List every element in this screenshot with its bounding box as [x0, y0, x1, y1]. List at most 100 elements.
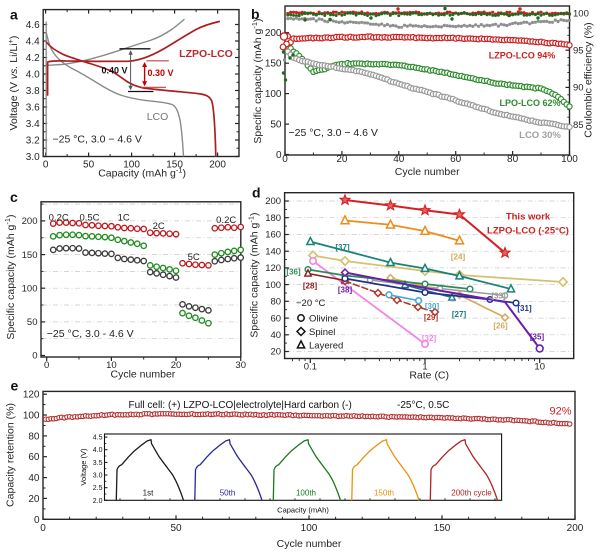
svg-text:200: 200	[265, 28, 282, 39]
svg-text:LZPO-LCO (-25°C): LZPO-LCO (-25°C)	[487, 226, 569, 237]
svg-text:0: 0	[40, 523, 46, 534]
svg-text:3.0: 3.0	[26, 152, 40, 163]
svg-text:4.2: 4.2	[26, 53, 40, 64]
svg-text:140: 140	[265, 246, 281, 257]
svg-text:[24]: [24]	[451, 253, 466, 262]
svg-text:0.30 V: 0.30 V	[148, 68, 174, 78]
svg-text:d: d	[252, 185, 261, 201]
svg-text:[26]: [26]	[493, 322, 508, 331]
svg-text:−25 °C, 3.0 − 4.6 V: −25 °C, 3.0 − 4.6 V	[289, 127, 378, 139]
svg-text:−25 °C, 3.0 - 4.6 V: −25 °C, 3.0 - 4.6 V	[47, 328, 134, 340]
svg-text:[35]: [35]	[530, 333, 545, 342]
svg-text:LPO-LCO 62%: LPO-LCO 62%	[499, 98, 560, 108]
svg-text:This work: This work	[506, 212, 551, 223]
svg-text:50: 50	[27, 317, 38, 328]
svg-text:0: 0	[276, 150, 282, 161]
svg-text:150: 150	[434, 523, 451, 534]
svg-text:[29]: [29]	[424, 313, 439, 322]
svg-text:100: 100	[265, 89, 282, 100]
svg-text:0: 0	[32, 351, 37, 362]
svg-text:[32]: [32]	[422, 334, 437, 343]
svg-text:100: 100	[301, 523, 318, 534]
svg-text:40: 40	[271, 330, 282, 341]
svg-text:60: 60	[450, 154, 462, 165]
svg-text:4.6: 4.6	[26, 20, 40, 31]
svg-text:Spinel: Spinel	[309, 327, 335, 338]
svg-text:−25 °C, 3.0 − 4.6 V: −25 °C, 3.0 − 4.6 V	[53, 134, 142, 146]
svg-text:200: 200	[22, 216, 38, 227]
svg-text:120: 120	[265, 263, 281, 274]
svg-text:3.0: 3.0	[93, 473, 103, 480]
svg-text:Capacity (mAh): Capacity (mAh)	[277, 506, 329, 515]
svg-text:LCO: LCO	[147, 111, 169, 123]
svg-text:80: 80	[28, 431, 40, 442]
svg-text:c: c	[10, 189, 18, 205]
svg-text:10: 10	[106, 360, 117, 371]
svg-text:40: 40	[28, 473, 40, 484]
svg-text:Specific capacity (mAh g-1): Specific capacity (mAh g-1)	[247, 212, 261, 337]
svg-text:100: 100	[123, 160, 140, 171]
svg-text:3.6: 3.6	[26, 103, 40, 114]
svg-text:2.0: 2.0	[93, 498, 103, 505]
svg-text:-25°C, 0.5C: -25°C, 0.5C	[397, 400, 449, 411]
svg-text:200th cycle: 200th cycle	[451, 489, 492, 498]
svg-text:100: 100	[23, 411, 40, 422]
svg-text:Layered: Layered	[309, 341, 343, 352]
svg-text:Coulombic efficiency (%): Coulombic efficiency (%)	[583, 22, 595, 137]
svg-text:[30]: [30]	[425, 302, 440, 311]
svg-text:5C: 5C	[188, 252, 200, 263]
svg-text:0.2C: 0.2C	[49, 213, 69, 224]
svg-text:Capacity (mAh g-1): Capacity (mAh g-1)	[98, 166, 186, 180]
svg-text:20: 20	[271, 347, 282, 358]
svg-text:0.5C: 0.5C	[79, 213, 99, 224]
svg-text:95: 95	[573, 46, 584, 57]
svg-text:2.5: 2.5	[93, 485, 103, 492]
svg-text:0: 0	[282, 154, 288, 165]
svg-text:Voltage (V): Voltage (V)	[79, 448, 88, 486]
svg-text:Voltage (V vs. Li/Li+): Voltage (V vs. Li/Li+)	[6, 36, 20, 131]
svg-text:150: 150	[265, 59, 282, 70]
svg-text:4.4: 4.4	[26, 37, 40, 48]
svg-text:60: 60	[271, 313, 282, 324]
svg-text:80: 80	[271, 297, 282, 308]
svg-text:20: 20	[171, 360, 182, 371]
svg-text:−20 °C: −20 °C	[296, 298, 326, 309]
svg-text:LZPO-LCO: LZPO-LCO	[179, 48, 233, 60]
svg-text:92%: 92%	[549, 406, 571, 418]
svg-text:[27]: [27]	[452, 310, 467, 319]
svg-text:Full cell: (+) LZPO-LCO|electr: Full cell: (+) LZPO-LCO|electrolyte|Hard…	[129, 400, 352, 411]
svg-text:160: 160	[265, 230, 281, 241]
svg-text:0: 0	[44, 360, 49, 371]
svg-text:30: 30	[235, 360, 246, 371]
svg-text:Olivine: Olivine	[309, 314, 338, 325]
svg-text:1: 1	[422, 362, 427, 373]
svg-text:150th: 150th	[374, 489, 394, 498]
svg-text:Cycle number: Cycle number	[395, 166, 460, 178]
svg-text:1st: 1st	[143, 489, 154, 498]
svg-text:60: 60	[28, 452, 40, 463]
svg-text:[38]: [38]	[338, 286, 353, 295]
svg-text:0.40 V: 0.40 V	[101, 66, 127, 76]
svg-text:20: 20	[336, 154, 348, 165]
svg-text:LCO 30%: LCO 30%	[519, 130, 561, 141]
svg-text:200: 200	[567, 523, 584, 534]
svg-text:a: a	[10, 7, 18, 23]
svg-text:85: 85	[573, 120, 584, 131]
svg-text:[36]: [36]	[286, 268, 301, 277]
svg-text:80: 80	[507, 154, 519, 165]
svg-text:50th: 50th	[220, 489, 236, 498]
svg-text:Cycle number: Cycle number	[277, 538, 342, 550]
svg-text:4.5: 4.5	[93, 435, 103, 442]
svg-text:1C: 1C	[118, 213, 130, 224]
svg-text:LZPO-LCO 94%: LZPO-LCO 94%	[489, 51, 556, 61]
svg-text:[37]: [37]	[335, 243, 350, 252]
svg-text:b: b	[251, 6, 260, 22]
svg-text:20: 20	[28, 494, 40, 505]
svg-text:3.4: 3.4	[26, 119, 40, 130]
svg-text:10: 10	[534, 362, 545, 373]
svg-text:Capacity retention (%): Capacity retention (%)	[5, 403, 17, 507]
svg-text:50: 50	[270, 120, 282, 131]
svg-text:[33]: [33]	[491, 292, 506, 301]
svg-text:0.2C: 0.2C	[216, 215, 236, 226]
svg-text:Rate (C): Rate (C)	[409, 370, 449, 382]
